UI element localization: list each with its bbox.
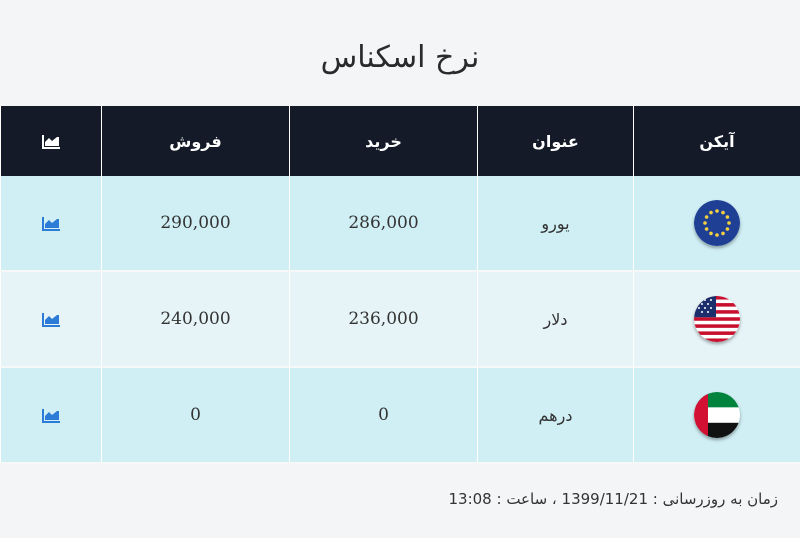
sell-value: 0 [101,367,290,463]
table-row: دلار 236,000 240,000 [0,271,800,367]
uae-flag-icon [694,392,740,438]
flag-cell [633,176,800,271]
page-title: نرخ اسکناس [320,40,480,75]
chart-icon[interactable] [41,312,61,328]
sell-value: 290,000 [101,176,290,271]
buy-value: 286,000 [289,176,478,271]
currency-name: دلار [477,271,634,367]
table-row: درهم 0 0 [0,367,800,463]
currency-name: یورو [477,176,634,271]
sell-value: 240,000 [101,271,290,367]
eu-flag-icon [694,200,740,246]
header-buy: خرید [289,106,478,176]
header-chart [0,106,102,176]
table-row: یورو 286,000 290,000 [0,176,800,271]
chart-cell [0,176,102,271]
header-icon: آیکن [633,106,800,176]
buy-value: 236,000 [289,271,478,367]
chart-icon[interactable] [41,408,61,424]
flag-cell [633,271,800,367]
chart-cell [0,367,102,463]
chart-icon[interactable] [41,216,61,232]
last-updated-text: زمان به روزرسانی : 1399/11/21 ، ساعت : 1… [448,490,779,508]
header-sell: فروش [101,106,290,176]
currency-name: درهم [477,367,634,463]
chart-cell [0,271,102,367]
chart-icon [41,134,61,150]
rates-table: آیکن عنوان خرید فروش [0,106,800,464]
header-name: عنوان [477,106,634,176]
table-header-row: آیکن عنوان خرید فروش [0,106,800,176]
flag-cell [633,367,800,463]
buy-value: 0 [289,367,478,463]
us-flag-icon [694,296,740,342]
